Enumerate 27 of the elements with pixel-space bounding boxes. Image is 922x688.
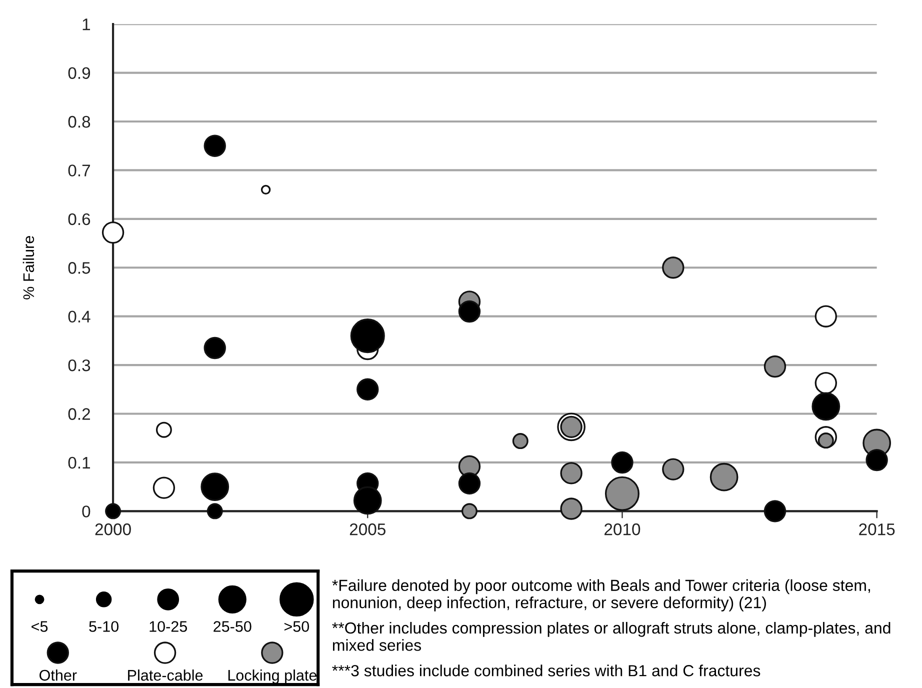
y-tick-label: 0.8 [68,116,90,128]
x-tick-label: 2010 [604,523,640,536]
y-tick-label: 0.3 [68,359,90,372]
y-tick-label: 0.6 [68,213,90,226]
legend-label: >50 [284,621,310,632]
legend-label: 25-50 [214,621,252,632]
y-tick-label: 0.5 [68,262,90,274]
y-tick-label: 1 [82,18,90,30]
x-tick-label: 2000 [95,523,131,536]
y-tick-label: 0.9 [68,67,90,79]
y-tick-label: 0.2 [68,408,90,420]
y-tick-label: 0.7 [68,164,90,176]
y-tick-label: 0 [82,506,90,518]
text: *Failure denoted by poor outcome with Beals and Tower criteria (loose stem, nonunion, deep infection, refracture, or severe deformity) (21) [332,579,870,612]
y-axis-title: % Failure [22,236,34,300]
legend-label: 10-25 [150,621,187,632]
y-tick-label: 0.1 [68,456,90,469]
legend-label: Other [40,669,77,681]
text: ***3 studies include combined series with B1 and C fractures [332,664,760,676]
legend-label: 5-10 [89,621,119,632]
x-tick-label: 2005 [350,523,386,536]
x-tick-label: 2015 [859,523,895,536]
legend-label: Plate-cable [128,669,203,681]
legend-label: Locking plate [228,669,317,684]
text: **Other includes compression plates or allograft struts alone, clamp-plates, and mixed series [332,622,890,651]
y-tick-label: 0.4 [68,310,90,323]
legend-label: <5 [32,621,48,632]
